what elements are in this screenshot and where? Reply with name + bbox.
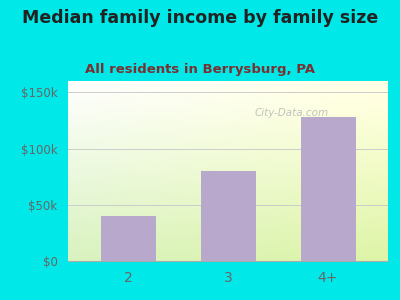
Text: All residents in Berrysburg, PA: All residents in Berrysburg, PA [85, 63, 315, 76]
Bar [300, 117, 356, 261]
Text: City-Data.com: City-Data.com [255, 108, 329, 118]
Bar [200, 171, 256, 261]
Text: Median family income by family size: Median family income by family size [22, 9, 378, 27]
Bar [100, 216, 156, 261]
